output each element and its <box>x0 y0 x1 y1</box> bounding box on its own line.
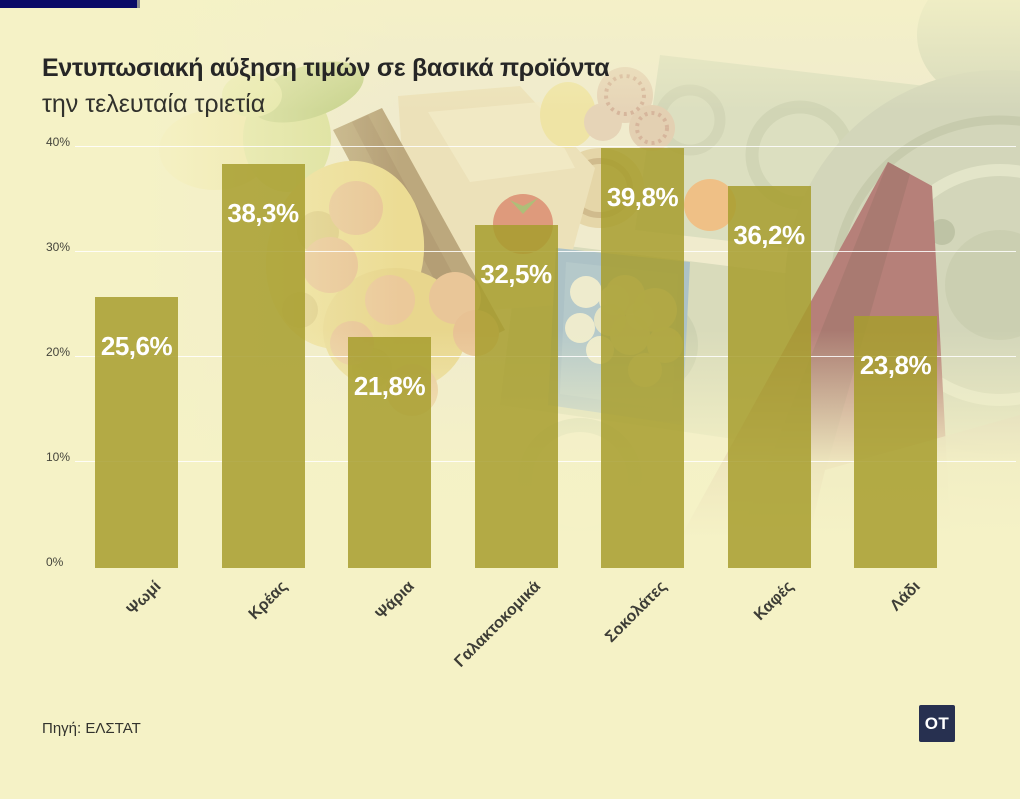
ot-logo: OT <box>919 705 955 742</box>
bar-Ψωμί: 25,6% <box>95 297 178 568</box>
bar-Γαλακτοκομικά: 32,5% <box>474 224 558 568</box>
y-axis-tick-30%: 30% <box>46 240 71 254</box>
y-axis-tick-0%: 0% <box>46 555 64 569</box>
x-axis-label-Σοκολάτες: Σοκολάτες <box>602 578 671 646</box>
x-axis-label-Κρέας: Κρέας <box>245 578 292 624</box>
bar-Λάδι: 23,8% <box>854 316 937 568</box>
y-axis-tick-10%: 10% <box>46 450 71 464</box>
bar-Σοκολάτες: 39,8% <box>601 148 684 568</box>
bar-value-label: 25,6% <box>100 331 173 362</box>
gridline-40% <box>75 146 1016 147</box>
bar-Κρέας: 38,3% <box>221 163 305 568</box>
chart-subtitle: την τελευταία τριετία <box>42 90 266 118</box>
source-note: Πηγή: ΕΛΣΤΑΤ <box>42 720 141 737</box>
x-axis-label-Ψάρια: Ψάρια <box>372 578 418 624</box>
bar-value-label: 23,8% <box>859 350 932 381</box>
bar-Καφές: 36,2% <box>727 185 811 568</box>
x-axis-label-Γαλακτοκομικά: Γαλακτοκομικά <box>451 578 545 671</box>
bar-value-label: 21,8% <box>353 371 426 402</box>
x-axis-label-Λάδι: Λάδι <box>886 578 924 615</box>
x-axis-label-Ψωμί: Ψωμί <box>123 578 165 619</box>
x-axis-label-Καφές: Καφές <box>751 578 798 624</box>
bar-Ψάρια: 21,8% <box>348 337 431 568</box>
bar-value-label: 38,3% <box>227 197 299 228</box>
bar-value-label: 39,8% <box>606 182 679 213</box>
y-axis-tick-20%: 20% <box>46 345 71 359</box>
y-axis-tick-40%: 40% <box>46 135 71 149</box>
bar-value-label: 32,5% <box>480 258 552 289</box>
top-accent-bar-tip <box>137 0 140 8</box>
top-accent-bar <box>0 0 137 8</box>
chart-title: Εντυπωσιακή αύξηση τιμών σε βασικά προϊό… <box>42 54 610 82</box>
bar-value-label: 36,2% <box>733 219 805 250</box>
